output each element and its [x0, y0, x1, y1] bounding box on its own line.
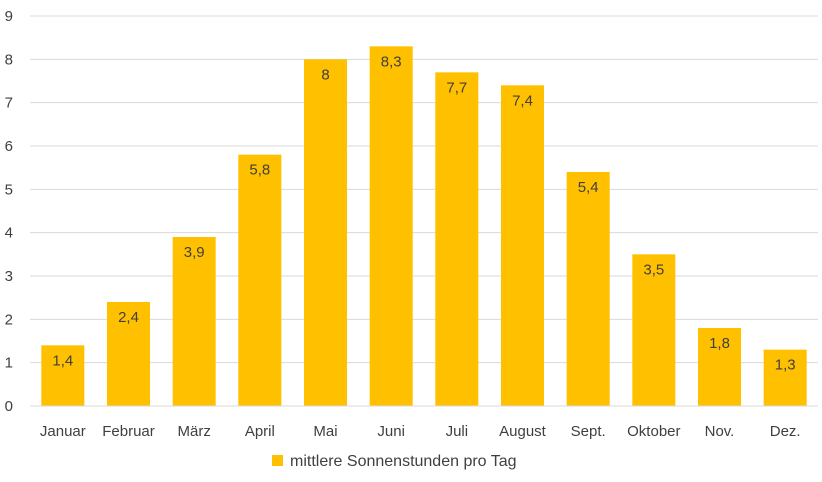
y-tick-label: 8 [5, 51, 13, 68]
y-tick-label: 2 [5, 311, 13, 328]
data-label: 2,4 [118, 309, 139, 326]
bar [238, 154, 282, 406]
y-axis-ticks: 0 1 2 3 4 5 6 7 8 9 [5, 8, 13, 415]
bar [632, 254, 676, 406]
data-label: 1,3 [775, 357, 796, 374]
bar [763, 349, 807, 406]
y-tick-label: 7 [5, 95, 13, 112]
data-label: 5,8 [249, 162, 270, 179]
bars [41, 46, 807, 406]
bar [566, 172, 610, 406]
data-labels: 1,4 2,4 3,9 5,8 8 8,3 7,7 7,4 5,4 3,5 1,8 1,3 [52, 53, 795, 373]
legend-label: mittlere Sonnenstunden pro Tag [290, 453, 517, 470]
y-tick-label: 9 [5, 8, 13, 25]
legend-swatch [272, 455, 283, 466]
x-tick-label: Juli [446, 423, 469, 440]
bar [303, 59, 348, 406]
x-tick-label: Dez. [770, 423, 801, 440]
x-tick-label: Nov. [705, 423, 735, 440]
x-tick-label: Sept. [571, 423, 606, 440]
data-label: 3,9 [184, 244, 205, 261]
x-tick-label: März [177, 423, 210, 440]
bar [435, 72, 479, 406]
bar [369, 46, 413, 406]
data-label: 1,4 [52, 352, 73, 369]
bar [106, 302, 151, 406]
y-tick-label: 4 [5, 225, 13, 242]
x-tick-label: April [245, 423, 275, 440]
x-tick-label: Oktober [627, 423, 680, 440]
legend: mittlere Sonnenstunden pro Tag [272, 453, 517, 470]
bar [41, 345, 85, 406]
data-label: 8,3 [381, 53, 402, 70]
x-tick-label: August [499, 423, 547, 440]
y-tick-label: 0 [5, 398, 13, 415]
y-tick-label: 5 [5, 181, 13, 198]
data-label: 7,7 [446, 79, 467, 96]
data-label: 8 [321, 66, 329, 83]
data-label: 5,4 [578, 179, 599, 196]
gridlines [30, 15, 818, 407]
x-tick-label: Mai [313, 423, 337, 440]
y-tick-label: 6 [5, 138, 13, 155]
bar [500, 85, 545, 406]
bar [697, 328, 742, 406]
bar [172, 237, 216, 406]
data-label: 3,5 [643, 261, 664, 278]
x-tick-label: Januar [40, 423, 86, 440]
y-tick-label: 1 [5, 355, 13, 372]
y-tick-label: 3 [5, 268, 13, 285]
x-axis-ticks: Januar Februar März April Mai Juni Juli August S… [30, 405, 818, 440]
data-label: 7,4 [512, 92, 533, 109]
x-tick-label: Februar [102, 423, 155, 440]
data-label: 1,8 [709, 335, 730, 352]
x-tick-label: Juni [377, 423, 405, 440]
